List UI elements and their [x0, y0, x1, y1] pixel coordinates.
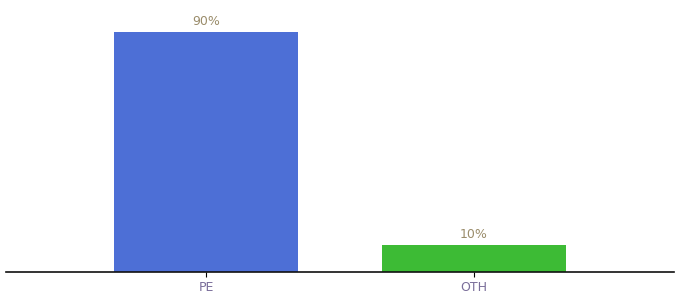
Text: 10%: 10%	[460, 228, 488, 241]
Bar	[381, 245, 566, 272]
Text: 90%: 90%	[192, 15, 220, 28]
Bar	[114, 32, 299, 272]
